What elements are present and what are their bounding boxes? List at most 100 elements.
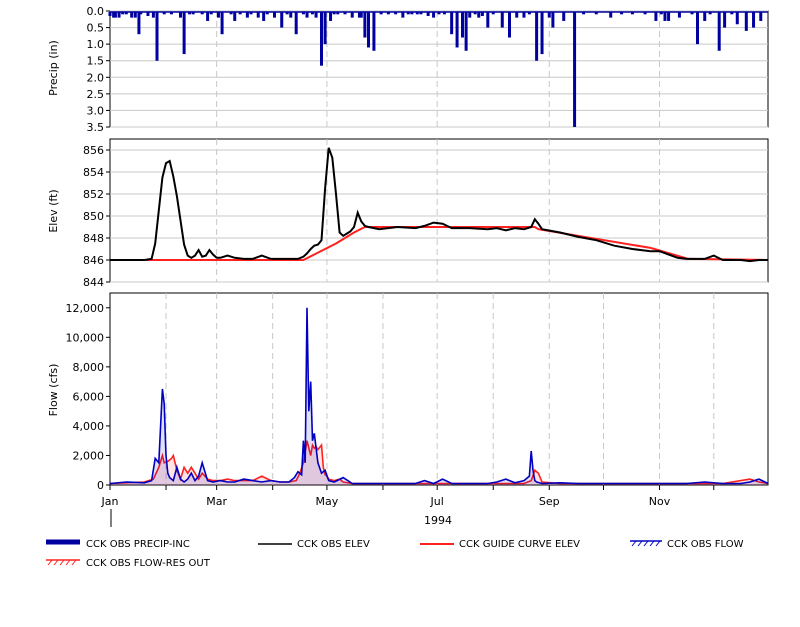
- precip-bar: [609, 12, 613, 18]
- precip-bar: [419, 12, 423, 15]
- precip-tick-label: 1.0: [87, 38, 105, 51]
- precip-bar: [468, 12, 472, 18]
- precip-bar: [117, 12, 121, 18]
- precip-bar: [229, 12, 233, 15]
- precip-bar: [677, 12, 681, 18]
- elev-tick-label: 844: [83, 276, 104, 289]
- flow-series-line: [109, 307, 769, 485]
- precip-bar: [630, 12, 634, 15]
- precip-bar: [112, 12, 116, 18]
- flow-series-area: [110, 307, 768, 485]
- precip-bar: [547, 12, 551, 18]
- precip-bar: [359, 12, 363, 18]
- elev-axis-title: Elev (ft): [47, 189, 60, 232]
- precip-bar: [367, 12, 370, 48]
- precip-tick-label: 0.5: [87, 22, 105, 35]
- legend-item-precip: CCK OBS PRECIP-INC: [46, 539, 190, 550]
- precip-tick-label: 0.0: [87, 5, 105, 18]
- precip-tick-label: 2.5: [87, 88, 105, 101]
- elev-tick-label: 854: [83, 166, 104, 179]
- elev-tick-label: 852: [83, 188, 104, 201]
- precip-tick-label: 1.5: [87, 55, 105, 68]
- precip-bar: [343, 12, 347, 15]
- precip-bar: [216, 12, 220, 18]
- precip-bar: [455, 12, 459, 48]
- precip-bar: [137, 12, 141, 35]
- flow-res-out-area: [110, 440, 768, 485]
- precip-bar: [332, 12, 336, 15]
- precip-bar: [265, 12, 269, 15]
- precip-bar: [540, 12, 544, 55]
- legend-item-elev: CCK OBS ELEV: [258, 539, 370, 550]
- precip-bar: [730, 12, 734, 15]
- legend-item-flow: CCK OBS FLOW: [630, 539, 744, 550]
- precip-bar: [108, 12, 112, 16]
- precip-bar: [500, 12, 504, 28]
- precip-bar: [491, 12, 495, 15]
- precip-axis-title: Precip (in): [47, 40, 60, 96]
- precip-bar: [256, 12, 260, 18]
- precip-bar: [708, 12, 712, 15]
- flow-tick-label: 6,000: [73, 390, 105, 403]
- precip-bar: [200, 12, 204, 15]
- precip-bar: [442, 12, 446, 15]
- precip-bar: [620, 12, 624, 15]
- precip-bar: [735, 12, 739, 25]
- precip-bar: [723, 12, 727, 28]
- precip-bar: [410, 12, 414, 15]
- precip-bar: [357, 12, 361, 18]
- precip-bar: [323, 12, 327, 45]
- legend-label-elev: CCK OBS ELEV: [297, 539, 370, 550]
- precip-bar: [759, 12, 763, 21]
- precip-bar: [280, 12, 284, 28]
- precip-bar: [508, 12, 511, 38]
- precip-bar: [696, 12, 699, 45]
- precip-bar: [206, 12, 210, 21]
- precip-bar: [314, 12, 318, 18]
- legend-item-flow-res: CCK OBS FLOW-RES OUT: [46, 558, 211, 569]
- precip-bar: [527, 12, 531, 15]
- precip-bar: [182, 12, 186, 55]
- precip-bar: [245, 12, 249, 18]
- precip-tick-label: 3.5: [87, 121, 105, 134]
- precip-bar: [659, 12, 663, 15]
- precip-bar: [480, 12, 484, 16]
- x-tick-label: Sep: [539, 495, 560, 508]
- precip-bar: [379, 12, 383, 15]
- elev-tick-label: 856: [83, 144, 104, 157]
- precip-bar: [329, 12, 333, 21]
- precip-bar: [294, 12, 298, 35]
- precip-bar: [310, 12, 314, 15]
- precip-bar: [573, 12, 577, 127]
- x-tick-label: Jan: [101, 495, 119, 508]
- flow-axis-title: Flow (cfs): [47, 364, 60, 417]
- flow-tick-label: 2,000: [73, 449, 105, 462]
- precip-bar: [162, 12, 166, 15]
- precip-bar: [690, 12, 694, 15]
- x-tick-label: May: [316, 495, 339, 508]
- legend-label-flow-res: CCK OBS FLOW-RES OUT: [86, 558, 211, 569]
- precip-bar: [155, 12, 159, 61]
- flow-tick-label: 12,000: [66, 302, 105, 315]
- precip-bar: [113, 12, 117, 18]
- precip-bar: [301, 12, 305, 15]
- elev-tick-label: 846: [83, 254, 104, 267]
- legend-label-flow: CCK OBS FLOW: [667, 539, 744, 550]
- legend-swatch-flow-res-hatch: [47, 559, 77, 566]
- precip-bar: [209, 12, 213, 15]
- precip-bar: [663, 12, 667, 21]
- flow-tick-label: 0: [97, 479, 104, 492]
- precip-bar: [535, 12, 539, 61]
- precip-bar: [437, 12, 441, 15]
- precip-bar: [285, 12, 289, 15]
- precip-bar: [151, 12, 155, 18]
- precip-bar: [461, 12, 464, 38]
- precip-bar: [169, 12, 173, 15]
- precip-bar: [703, 12, 707, 21]
- precip-bar: [191, 12, 195, 15]
- precip-bar: [146, 12, 150, 16]
- precip-bar: [562, 12, 566, 21]
- x-tick-label: Jul: [430, 495, 444, 508]
